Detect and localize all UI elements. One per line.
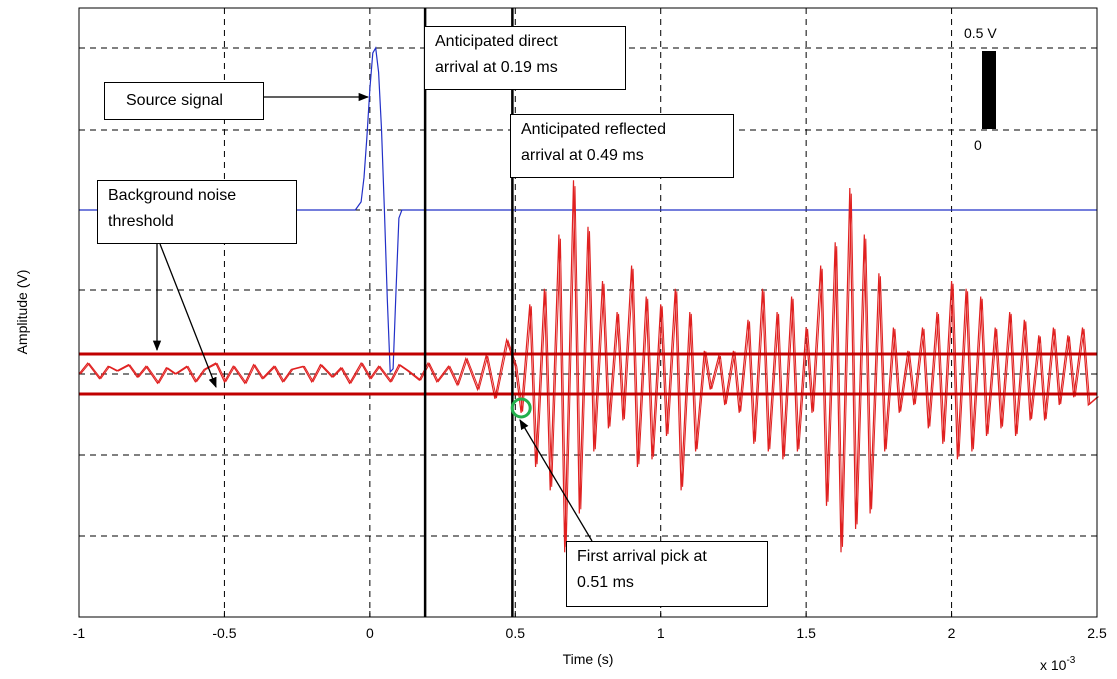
scale-bar-rect: [982, 51, 996, 129]
first-arrival-marker: [510, 397, 532, 419]
x-tick-label: 1.5: [796, 625, 816, 641]
reflected-arrival-callout: Anticipated reflected arrival at 0.49 ms: [510, 114, 734, 178]
noise-threshold-arrow-lower: [159, 243, 217, 388]
x-tick-label: -0.5: [212, 625, 236, 641]
callout-text-line1: Anticipated direct: [435, 33, 558, 50]
noise-threshold-callout: Background noise threshold: [97, 180, 297, 244]
callout-text: Source signal: [126, 92, 223, 109]
series-line-source: [79, 46, 1097, 374]
x-tick-label: 2: [948, 625, 956, 641]
source-signal-callout: Source signal: [104, 82, 264, 120]
scale-bar-bottom-label: 0: [974, 137, 982, 153]
series-line-received-repeat: [80, 186, 1099, 547]
series-line-received: [78, 180, 1098, 553]
x-tick-label: 0: [366, 625, 374, 641]
x-tick-label: 0.5: [506, 625, 526, 641]
callout-text-line2: arrival at 0.49 ms: [521, 147, 644, 164]
callout-text-line2: arrival at 0.19 ms: [435, 59, 558, 76]
x-tick-label: -1: [73, 625, 86, 641]
callout-text-line1: Background noise: [108, 187, 237, 204]
first-arrival-arrow: [519, 419, 593, 542]
x-axis-label: Time (s): [563, 651, 614, 667]
x-multiplier: x 10-3: [1040, 655, 1076, 673]
series-layer: [78, 46, 1099, 553]
plot-frame: [78, 7, 1098, 618]
overlay-layer: [79, 8, 1097, 617]
annotation-arrows: [152, 92, 593, 542]
scale-bar: 0.5 V 0: [964, 25, 997, 153]
x-tick-labels: -1 -0.5 0 0.5 1 1.5 2 2.5: [73, 611, 1107, 641]
callout-text-line1: Anticipated reflected: [521, 121, 666, 138]
callout-text-line2: 0.51 ms: [577, 574, 634, 591]
first-arrival-callout: First arrival pick at 0.51 ms: [566, 541, 768, 607]
callout-text-line1: First arrival pick at: [577, 548, 707, 565]
callout-text-line2: threshold: [108, 213, 174, 230]
scale-bar-top-label: 0.5 V: [964, 25, 997, 41]
x-tick-label: 1: [657, 625, 665, 641]
x-tick-label: 2.5: [1087, 625, 1107, 641]
y-axis-label: Amplitude (V): [14, 270, 30, 355]
direct-arrival-callout: Anticipated direct arrival at 0.19 ms: [424, 26, 626, 90]
